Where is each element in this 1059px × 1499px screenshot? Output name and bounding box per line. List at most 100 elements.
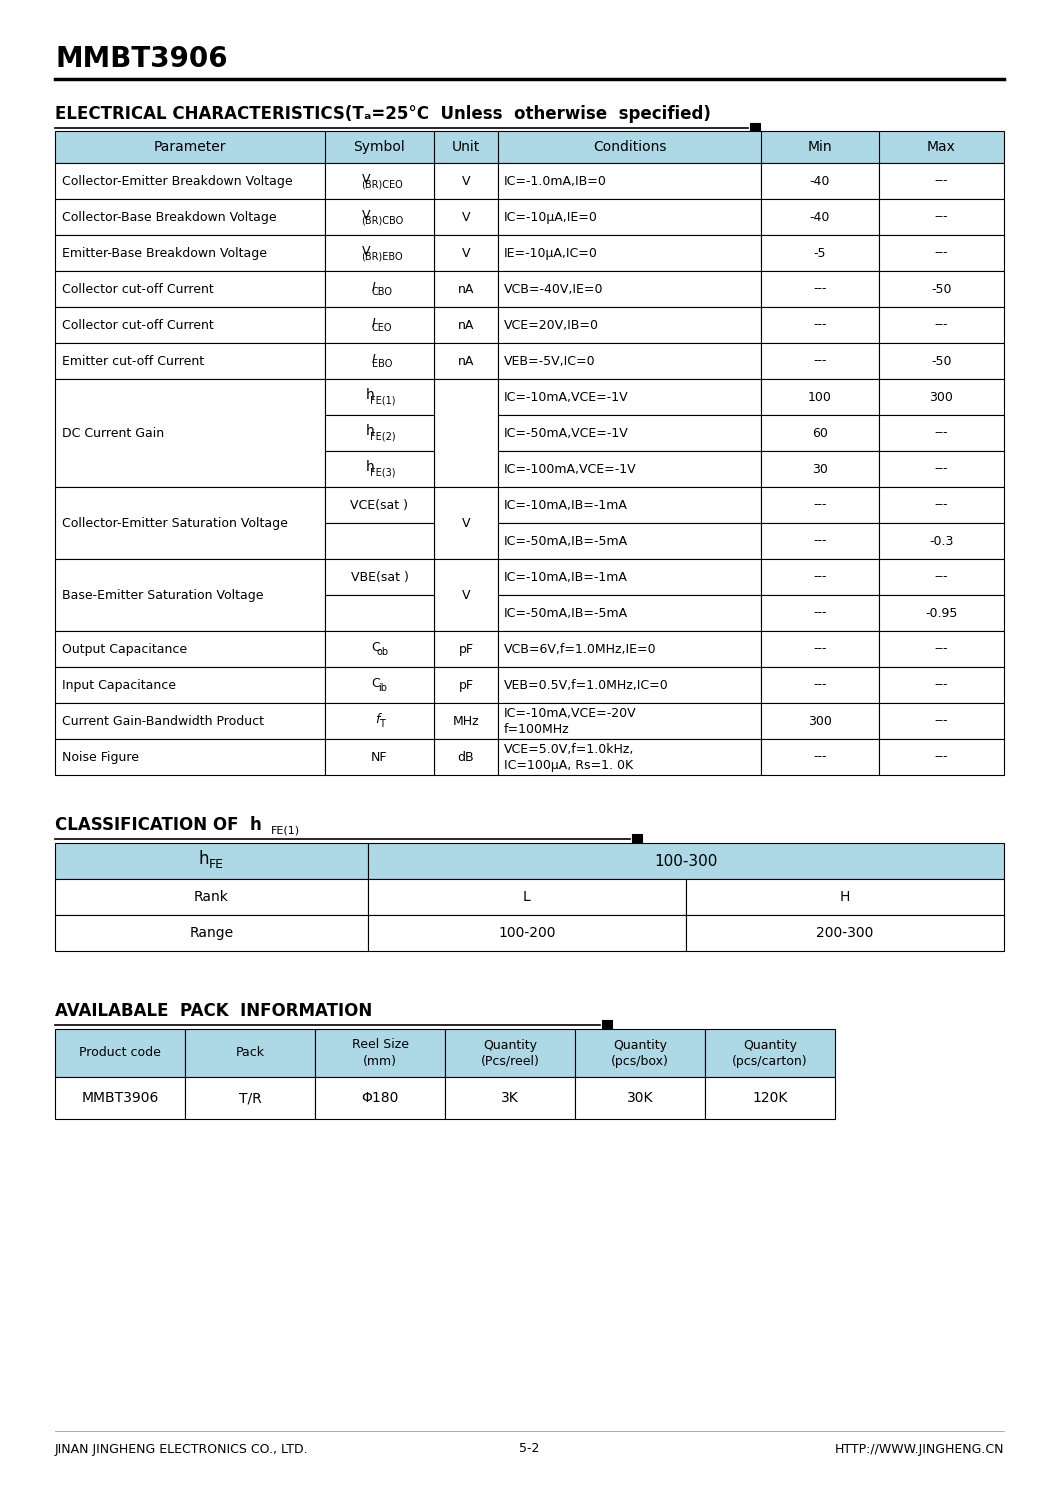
Text: ---: --- [813, 751, 827, 763]
Text: ---: --- [935, 571, 948, 583]
Bar [761, 307, 879, 343]
Text: Φ180: Φ180 [361, 1091, 398, 1105]
Text: CEO: CEO [372, 322, 393, 333]
Text: Max: Max [927, 139, 956, 154]
Text: Min: Min [808, 139, 832, 154]
Text: 100-200: 100-200 [498, 926, 556, 940]
Bar [879, 235, 1004, 271]
Bar [55, 130, 1004, 163]
Bar [761, 667, 879, 703]
Bar [686, 914, 1004, 950]
Bar [761, 343, 879, 379]
Text: ---: --- [935, 499, 948, 511]
Text: JINAN JINGHENG ELECTRONICS CO., LTD.: JINAN JINGHENG ELECTRONICS CO., LTD. [55, 1442, 308, 1456]
Bar [434, 379, 498, 487]
Bar [325, 343, 434, 379]
Bar [315, 1076, 445, 1118]
Bar [761, 199, 879, 235]
Bar [761, 379, 879, 415]
Bar [761, 595, 879, 631]
Bar [55, 487, 325, 559]
Text: ---: --- [813, 643, 827, 655]
Bar [55, 667, 325, 703]
Bar [879, 559, 1004, 595]
Bar [55, 1076, 185, 1118]
Text: VCE=5.0V,f=1.0kHz,
IC=100μA, Rs=1. 0K: VCE=5.0V,f=1.0kHz, IC=100μA, Rs=1. 0K [504, 742, 634, 772]
Text: ---: --- [813, 318, 827, 331]
Bar [434, 343, 498, 379]
Bar [761, 163, 879, 199]
Text: 120K: 120K [752, 1091, 788, 1105]
Bar [55, 163, 325, 199]
Bar [55, 1028, 185, 1076]
Text: IC=-100mA,VCE=-1V: IC=-100mA,VCE=-1V [504, 463, 636, 475]
Bar [761, 739, 879, 775]
Bar [879, 307, 1004, 343]
Bar [325, 415, 434, 451]
Text: 30: 30 [812, 463, 828, 475]
Text: 5-2: 5-2 [519, 1442, 539, 1456]
Text: ---: --- [935, 715, 948, 727]
Text: I: I [372, 280, 376, 294]
Bar [879, 451, 1004, 487]
Bar [434, 235, 498, 271]
Bar [761, 523, 879, 559]
Bar [325, 379, 434, 415]
Bar [445, 1028, 575, 1076]
Bar [434, 667, 498, 703]
Bar [55, 379, 325, 487]
Text: T/R: T/R [238, 1091, 262, 1105]
Text: ---: --- [935, 463, 948, 475]
Text: V: V [462, 246, 470, 259]
Text: IC=-1.0mA,IB=0: IC=-1.0mA,IB=0 [504, 174, 607, 187]
Text: ---: --- [935, 174, 948, 187]
Text: ---: --- [813, 499, 827, 511]
Text: 30K: 30K [627, 1091, 653, 1105]
Text: (BR)CEO: (BR)CEO [361, 178, 403, 189]
Bar [498, 703, 761, 739]
Text: pF: pF [459, 643, 473, 655]
Bar [879, 199, 1004, 235]
Text: MHz: MHz [452, 715, 480, 727]
Text: IC=-50mA,IB=-5mA: IC=-50mA,IB=-5mA [504, 607, 628, 619]
Bar [325, 487, 434, 523]
Text: f: f [375, 712, 380, 726]
Bar [434, 163, 498, 199]
Bar [325, 271, 434, 307]
Text: (BR)CBO: (BR)CBO [361, 214, 403, 225]
Text: C: C [372, 640, 380, 654]
Bar [750, 123, 760, 133]
Text: ---: --- [935, 210, 948, 223]
Bar [367, 914, 686, 950]
Bar [325, 559, 434, 595]
Text: IC=-10mA,VCE=-1V: IC=-10mA,VCE=-1V [504, 391, 629, 403]
Bar [185, 1076, 315, 1118]
Bar [705, 1028, 834, 1076]
Text: IE=-10μA,IC=0: IE=-10μA,IC=0 [504, 246, 598, 259]
Bar [498, 343, 761, 379]
Bar [498, 271, 761, 307]
Bar [325, 739, 434, 775]
Bar [498, 631, 761, 667]
Bar [498, 235, 761, 271]
Text: V: V [462, 517, 470, 529]
Text: Product code: Product code [79, 1046, 161, 1060]
Text: I: I [372, 352, 376, 366]
Text: 100-300: 100-300 [654, 853, 718, 868]
Text: Collector cut-off Current: Collector cut-off Current [62, 282, 214, 295]
Bar [55, 235, 325, 271]
Text: 300: 300 [808, 715, 832, 727]
Bar [761, 487, 879, 523]
Text: ---: --- [813, 571, 827, 583]
Text: ib: ib [378, 684, 387, 693]
Text: L: L [523, 890, 531, 904]
Text: ---: --- [813, 282, 827, 295]
Text: VCB=6V,f=1.0MHz,IE=0: VCB=6V,f=1.0MHz,IE=0 [504, 643, 657, 655]
Bar [55, 739, 325, 775]
Text: IC=-10mA,IB=-1mA: IC=-10mA,IB=-1mA [504, 571, 628, 583]
Text: V: V [362, 172, 371, 186]
Bar [55, 343, 325, 379]
Text: h: h [365, 460, 374, 474]
Bar [434, 271, 498, 307]
Bar [686, 878, 1004, 914]
